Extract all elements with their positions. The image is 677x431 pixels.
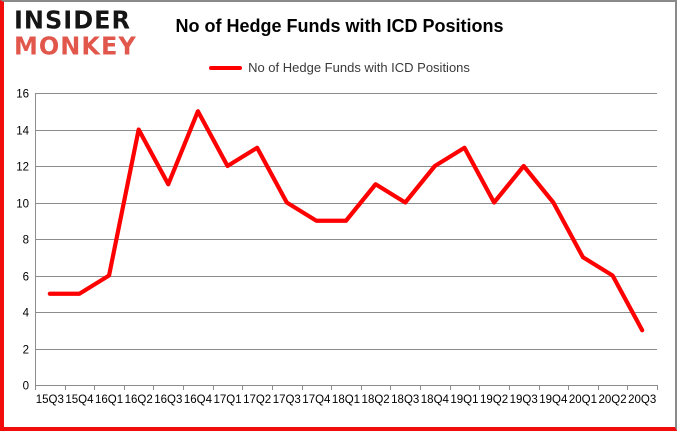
x-axis-label: 19Q3	[510, 394, 538, 406]
x-axis-label: 15Q4	[65, 394, 94, 406]
y-axis-label: 14	[16, 126, 29, 138]
x-axis-label: 18Q2	[362, 394, 390, 406]
x-axis-label: 19Q1	[450, 394, 478, 406]
chart-title: No of Hedge Funds with ICD Positions	[175, 16, 504, 36]
x-axis-label: 17Q3	[273, 394, 301, 406]
x-axis-label: 17Q2	[243, 394, 271, 406]
x-axis-label: 16Q1	[95, 394, 123, 406]
legend-line-swatch	[209, 65, 243, 70]
x-axis-label: 17Q1	[213, 394, 241, 406]
y-axis-label: 16	[16, 89, 29, 101]
y-axis-label: 2	[23, 345, 29, 357]
y-axis-label: 8	[23, 235, 29, 247]
x-axis-label: 18Q3	[391, 394, 419, 406]
x-axis-label: 18Q1	[332, 394, 360, 406]
x-axis-label: 20Q3	[628, 394, 656, 406]
series-line	[47, 109, 645, 333]
legend-label: No of Hedge Funds with ICD Positions	[248, 60, 470, 75]
x-axis-label: 20Q1	[569, 394, 597, 406]
y-axis-label: 12	[16, 162, 29, 174]
y-axis-label: 4	[23, 308, 30, 320]
x-axis-label: 19Q2	[480, 394, 508, 406]
y-axis-label: 10	[16, 199, 29, 211]
x-axis-label: 16Q4	[184, 394, 213, 406]
x-axis-label: 19Q4	[539, 394, 568, 406]
x-axis-label: 16Q3	[154, 394, 182, 406]
x-axis-label: 15Q3	[36, 394, 64, 406]
x-axis-label: 17Q4	[302, 394, 331, 406]
logo-text-monkey: MONKEY	[14, 31, 137, 61]
insider-monkey-logo: INSIDER MONKEY	[14, 5, 137, 61]
chart-legend: No of Hedge Funds with ICD Positions	[4, 60, 675, 75]
x-axis-label: 18Q4	[421, 394, 450, 406]
y-axis-label: 6	[23, 272, 29, 284]
x-axis-label: 16Q2	[125, 394, 153, 406]
y-axis-label: 0	[23, 381, 29, 393]
logo-text-insider: INSIDER	[14, 5, 132, 35]
x-axis-label: 20Q2	[599, 394, 627, 406]
